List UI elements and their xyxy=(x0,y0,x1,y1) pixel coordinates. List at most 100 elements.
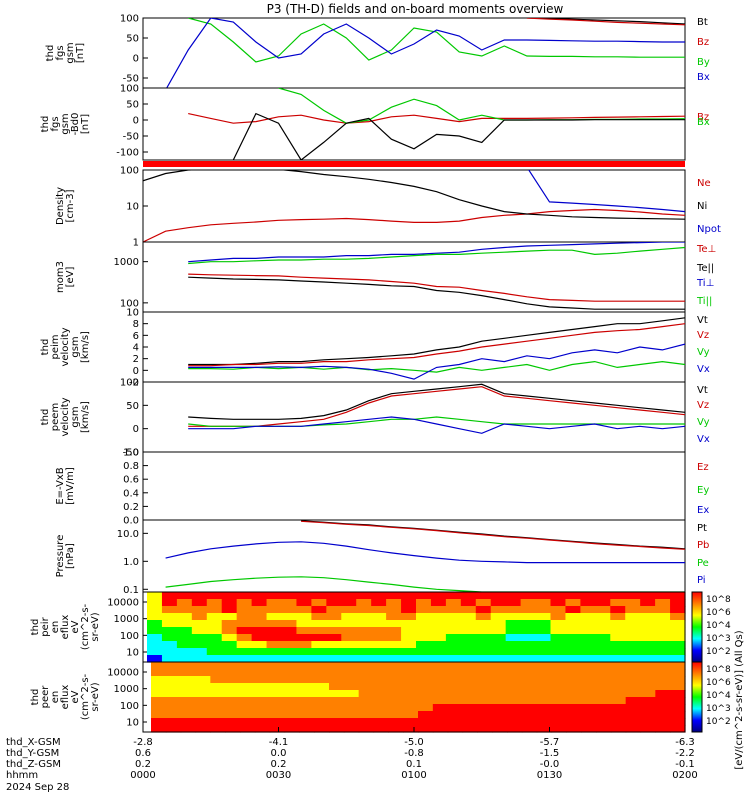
heatmap-cell xyxy=(161,627,178,635)
heatmap-cell xyxy=(191,613,208,621)
heatmap-cell xyxy=(236,648,253,656)
xaxis-value: 0000 xyxy=(130,770,155,781)
heatmap-cell xyxy=(640,599,656,607)
heatmap-cell xyxy=(460,627,477,635)
series-line xyxy=(188,242,685,263)
heatmap-cell xyxy=(401,634,417,642)
series-line xyxy=(528,170,685,213)
heatmap-cell xyxy=(625,683,642,691)
heatmap-cell xyxy=(550,613,567,621)
heatmap-cell xyxy=(490,641,507,649)
heatmap-cell xyxy=(595,648,611,656)
heatmap-cell xyxy=(460,599,477,607)
heatmap-cell xyxy=(343,718,360,726)
ylabel-line: -Bd0 xyxy=(70,113,81,136)
ylabel-line: mom3 xyxy=(55,261,66,293)
heatmap-cell xyxy=(326,641,342,649)
legend-entry: Pt xyxy=(697,523,707,534)
heatmap-cell xyxy=(165,697,182,705)
heatmap-cell xyxy=(269,690,286,698)
heatmap-cell xyxy=(180,669,197,677)
heatmap-cell xyxy=(266,648,283,656)
ylabel-line: peir xyxy=(40,616,51,636)
heatmap-cell xyxy=(490,613,507,621)
heatmap-cell xyxy=(432,676,449,684)
ytick-label: 10.0 xyxy=(117,529,139,540)
heatmap-cell xyxy=(596,704,612,712)
heatmap-cell xyxy=(161,592,178,600)
heatmap-cell xyxy=(595,634,611,642)
heatmap-cell xyxy=(195,683,211,691)
heatmap-cell xyxy=(640,606,656,614)
heatmap-cell xyxy=(251,592,268,600)
ytick-label: 10 xyxy=(126,308,139,319)
heatmap-cell xyxy=(180,676,197,684)
legend-entry: Vy xyxy=(697,347,710,358)
heatmap-cell xyxy=(254,725,271,733)
ytick-label: -50 xyxy=(123,132,139,143)
heatmap-cell xyxy=(176,627,193,635)
heatmap-cell xyxy=(551,704,567,712)
heatmap-cell xyxy=(311,606,327,614)
heatmap-cell xyxy=(147,620,163,628)
series-line xyxy=(165,541,685,564)
heatmap-cell xyxy=(655,620,671,628)
heatmap-cell xyxy=(490,634,507,642)
heatmap-cell xyxy=(490,599,507,607)
heatmap-cell xyxy=(225,704,241,712)
heatmap-cell xyxy=(610,669,627,677)
heatmap-cell xyxy=(254,676,271,684)
heatmap-cell xyxy=(462,725,478,733)
heatmap-cell xyxy=(386,613,402,621)
panel-density: Density [cm-3] 100 10 1 Ne Ni Npot xyxy=(55,166,721,249)
heatmap-cell xyxy=(161,606,178,614)
heatmap-cell xyxy=(401,606,417,614)
heatmap-cell xyxy=(625,704,642,712)
ylabel-line: Density xyxy=(55,187,66,225)
heatmap-cell xyxy=(462,711,478,719)
heatmap-cell xyxy=(566,669,582,677)
heatmap-cell xyxy=(670,683,686,691)
heatmap-cell xyxy=(341,641,357,649)
ytick-label: 0.4 xyxy=(123,488,139,499)
heatmap-cell xyxy=(341,599,357,607)
heatmap-cell xyxy=(151,669,167,677)
heatmap-cell xyxy=(670,676,686,684)
heatmap-cell xyxy=(251,606,268,614)
heatmap-cell xyxy=(206,599,223,607)
heatmap-cell xyxy=(566,704,582,712)
ytick-label: 1.0 xyxy=(123,448,139,459)
ytick-label: 10000 xyxy=(107,598,139,609)
xaxis-value: -0.0 xyxy=(540,759,560,770)
ytick-label: 50 xyxy=(126,100,139,111)
heatmap-cell xyxy=(477,704,493,712)
heatmap-cell xyxy=(210,676,226,684)
heatmap-cell xyxy=(356,641,372,649)
heatmap-cell xyxy=(535,592,552,600)
legend-entry: Bt xyxy=(697,17,708,28)
heatmap-cell xyxy=(610,634,626,642)
heatmap-cell xyxy=(550,627,567,635)
heatmap-cell xyxy=(299,683,315,691)
heatmap-cell xyxy=(341,648,357,656)
heatmap-cell xyxy=(520,634,537,642)
heatmap-cell xyxy=(507,718,523,726)
heatmap-cell xyxy=(477,669,493,677)
heatmap-cell xyxy=(430,606,447,614)
heatmap-cell xyxy=(475,592,492,600)
heatmap-cell xyxy=(670,690,686,698)
heatmap-cell xyxy=(462,718,478,726)
heatmap-cell xyxy=(521,683,538,691)
heatmap-cell xyxy=(536,725,553,733)
heatmap-cell xyxy=(430,620,447,628)
ylabel-line: fgs xyxy=(50,116,61,131)
heatmap-cell xyxy=(416,627,432,635)
heatmap-cell xyxy=(655,613,671,621)
heatmap-cell xyxy=(191,627,208,635)
heatmap-cell xyxy=(343,690,360,698)
heatmap-cell xyxy=(356,648,372,656)
heatmap-cell xyxy=(195,697,211,705)
heatmap-cell xyxy=(296,641,312,649)
heatmap-cell xyxy=(566,697,582,705)
heatmap-cell xyxy=(477,718,493,726)
